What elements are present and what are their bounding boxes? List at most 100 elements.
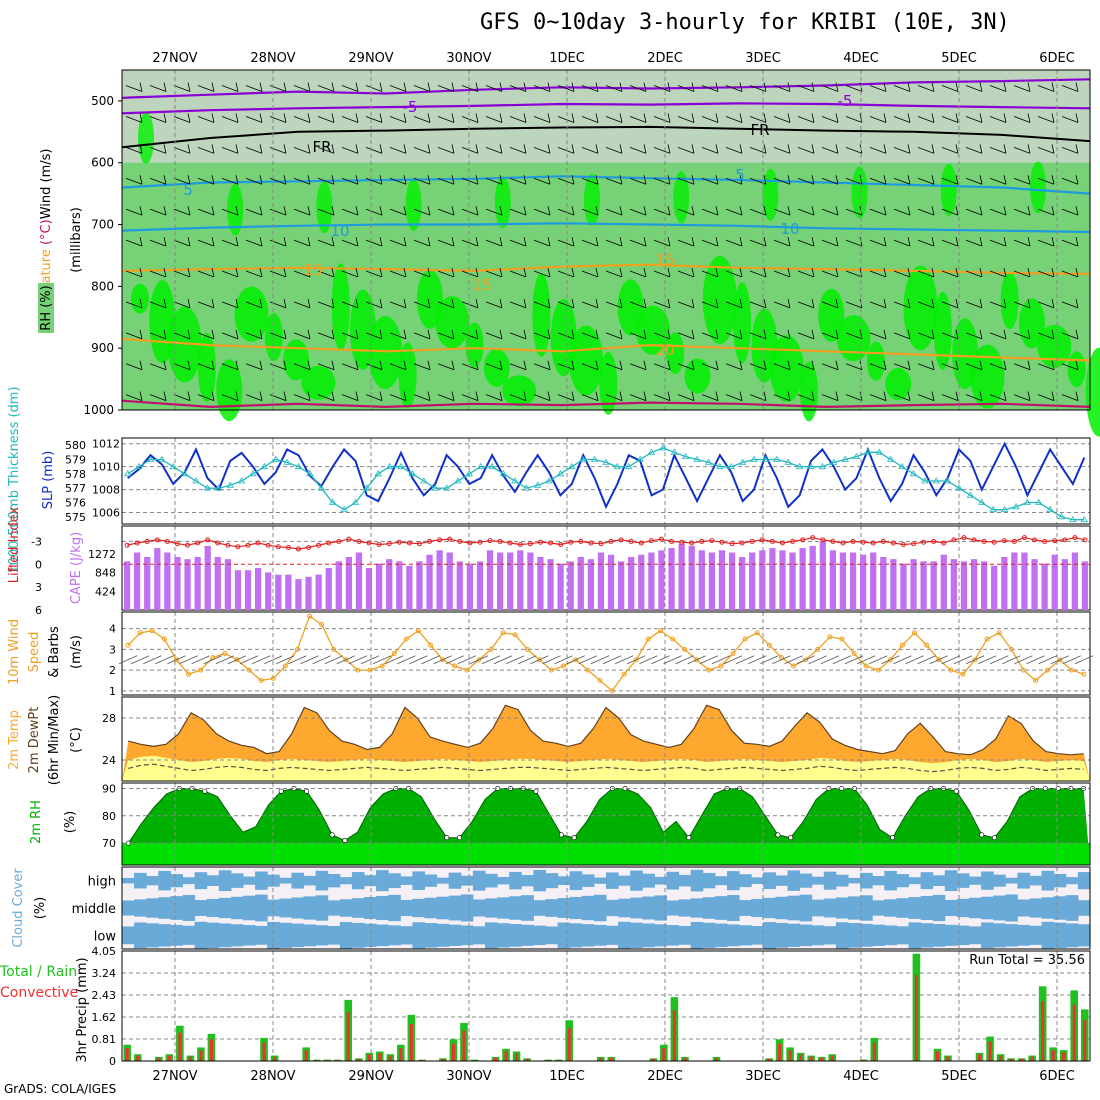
precip-convective-bar [178, 1032, 182, 1061]
wind-barb [293, 360, 311, 371]
wind-barb [461, 360, 479, 371]
wind-barb [677, 144, 695, 154]
wind-barb [917, 360, 935, 371]
rh-high-region-upper [405, 178, 422, 231]
cape-bar [769, 548, 776, 610]
wind-barb [1013, 82, 1031, 92]
wind-barb [677, 298, 695, 309]
cape-bar [658, 550, 665, 610]
lifted-index-marker [245, 542, 251, 548]
wind-barb [533, 267, 551, 278]
rh-high-region [264, 313, 283, 362]
wind-barb [485, 391, 503, 402]
cloud-cover-cell [315, 925, 329, 946]
wind-barb [509, 267, 527, 278]
wind-barb [293, 175, 311, 185]
wind-barb [437, 144, 455, 154]
rh-high-region-upper [851, 166, 868, 219]
wind-barb [317, 144, 335, 154]
wind-barb-10m [590, 655, 610, 665]
wind-barb [941, 237, 959, 247]
wind-barb [605, 144, 623, 154]
precip-convective-bar [367, 1054, 371, 1061]
wind-barb [413, 82, 431, 92]
wind-barb [605, 360, 623, 371]
cape-bar [668, 548, 675, 610]
wind-barb [773, 82, 791, 92]
thickness-line [127, 447, 1085, 521]
thickness-marker [442, 484, 451, 491]
wind-barb [413, 329, 431, 340]
wind-frame [121, 611, 1091, 696]
lifted-index-marker [467, 540, 473, 546]
cloud-cover-cell [218, 870, 232, 892]
precip-convective-bar [420, 1059, 424, 1061]
lifted-index-marker [638, 540, 644, 546]
cloud-cover-cell [436, 923, 450, 947]
precip-ylabel: 3hr Precip (mm) [75, 957, 90, 1062]
wind-barb [701, 391, 719, 402]
cloud-cover-cell [255, 871, 268, 890]
wind-speed-marker [294, 646, 300, 652]
isotherm-FR [121, 125, 1091, 149]
bottom-date-label-6DEC: 6DEC [1039, 1069, 1075, 1084]
wind-barb [701, 113, 719, 123]
rh-high-region [435, 296, 470, 349]
precip-convective-bar [388, 1055, 392, 1061]
thickness-marker [670, 448, 679, 455]
wind-barb [821, 206, 839, 216]
lifted-index-marker [185, 542, 191, 548]
wind-barb [797, 113, 815, 123]
wind-barb [389, 391, 407, 402]
wind-barb-10m [869, 655, 888, 665]
wind-speed-marker [899, 642, 905, 648]
lifted-index-marker [759, 537, 765, 543]
wind-barb-10m [832, 655, 852, 665]
wind-barb-10m [469, 655, 489, 665]
thickness-marker [351, 498, 360, 505]
cloud-cover-cell [327, 873, 341, 888]
bottom-date-label-27NOV: 27NOV [152, 1069, 197, 1084]
lifted-index-marker [699, 538, 705, 544]
rh-high-region [684, 358, 711, 394]
wind-barb [437, 82, 455, 92]
cloud-cover-cell [618, 898, 631, 918]
wind-barb [869, 144, 887, 154]
thickness-marker [613, 462, 622, 470]
temp-ylabel-2-part-0: 2m DewPt [27, 707, 42, 774]
cape-bar [597, 552, 605, 610]
wind-barb-10m [977, 655, 997, 665]
cloud-cover-cell [460, 894, 474, 922]
temp-ylabel-2: 2m DewPt [27, 707, 42, 774]
cape-bar [708, 552, 716, 610]
wind-barb [1037, 175, 1055, 185]
wind-barb [365, 267, 383, 278]
wind-barb [1061, 360, 1079, 371]
wind-barb [629, 329, 647, 340]
lifted-index-marker [860, 539, 866, 545]
wind-barb [197, 175, 215, 185]
wind-barb [965, 82, 983, 92]
wind-speed-marker [282, 663, 288, 669]
wind-barb [1061, 298, 1079, 309]
wind-barb [365, 206, 383, 216]
rh-high-region [800, 361, 818, 422]
wind-barb [125, 267, 143, 278]
rh2m-ylabel-1-part-0: 2m RH [29, 800, 44, 844]
cape-tick-424: 424 [95, 585, 116, 598]
wind-barb [581, 391, 599, 402]
wind-barb [893, 113, 911, 123]
wind-barb [341, 237, 359, 247]
wind-barb [821, 391, 839, 402]
cloud-cover-cell [908, 877, 922, 885]
wind-barb [533, 391, 551, 402]
wind-speed-marker [887, 657, 893, 663]
cloud-cover-cell [932, 894, 946, 922]
precip-convective-bar [504, 1051, 508, 1061]
cape-tick-1272: 1272 [88, 548, 116, 561]
wind-barb [365, 298, 383, 309]
wind-barb [149, 391, 167, 402]
cloud-cover-cell [944, 899, 958, 917]
cloud-cover-cell [920, 923, 934, 948]
